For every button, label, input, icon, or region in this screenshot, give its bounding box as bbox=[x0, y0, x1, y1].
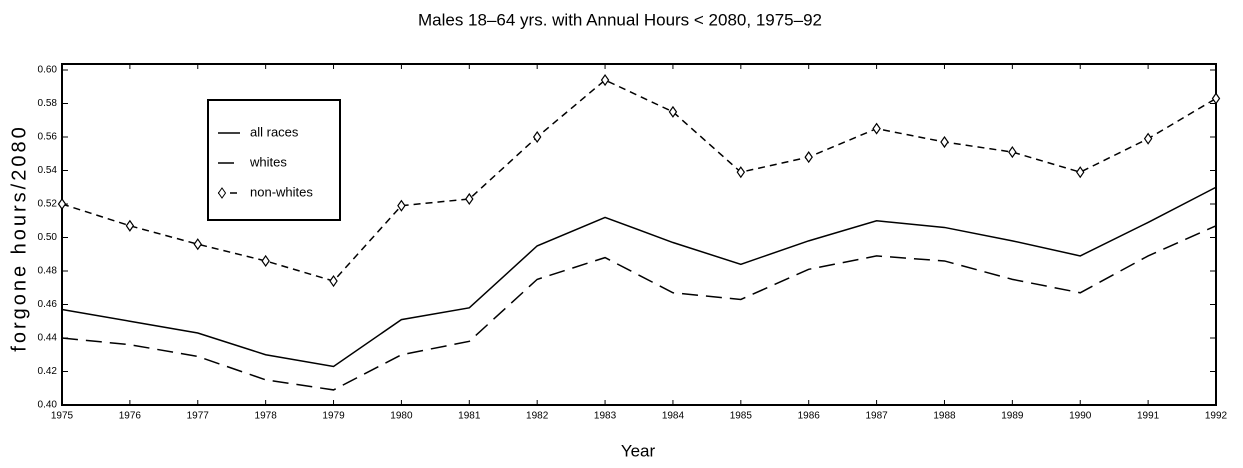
y-tick-label: 0.52 bbox=[38, 199, 58, 210]
x-tick-label: 1982 bbox=[526, 411, 549, 422]
x-tick-label: 1979 bbox=[322, 411, 345, 422]
y-tick-label: 0.46 bbox=[38, 299, 58, 310]
x-tick-label: 1991 bbox=[1137, 411, 1160, 422]
legend-label: all races bbox=[250, 124, 299, 139]
x-tick-label: 1989 bbox=[1001, 411, 1024, 422]
point-marker bbox=[397, 199, 406, 212]
y-tick-label: 0.44 bbox=[38, 333, 58, 344]
point-marker bbox=[1076, 166, 1085, 179]
y-tick-label: 0.40 bbox=[38, 400, 58, 411]
x-tick-label: 1984 bbox=[662, 411, 685, 422]
x-axis-label: Year bbox=[621, 441, 656, 460]
point-marker bbox=[57, 197, 67, 211]
point-marker bbox=[804, 151, 813, 164]
point-marker bbox=[261, 254, 270, 267]
y-axis-label: forgone hours/2080 bbox=[8, 124, 30, 351]
legend: all races whites non-whites bbox=[207, 99, 341, 221]
point-marker bbox=[668, 105, 678, 118]
point-marker bbox=[193, 238, 202, 251]
point-marker bbox=[125, 219, 135, 232]
point-marker bbox=[940, 135, 949, 149]
point-marker bbox=[600, 74, 610, 87]
point-marker bbox=[1143, 132, 1153, 145]
point-marker bbox=[736, 166, 746, 179]
x-tick-label: 1980 bbox=[390, 411, 413, 422]
x-tick-label: 1988 bbox=[933, 411, 956, 422]
y-tick-label: 0.50 bbox=[38, 232, 58, 243]
y-tick-label: 0.56 bbox=[38, 132, 58, 143]
point-marker bbox=[1008, 146, 1017, 159]
y-tick-label: 0.48 bbox=[38, 266, 58, 277]
x-tick-label: 1976 bbox=[119, 411, 142, 422]
legend-box bbox=[207, 99, 341, 221]
x-tick-label: 1986 bbox=[798, 411, 821, 422]
point-marker bbox=[465, 192, 474, 206]
y-tick-label: 0.42 bbox=[38, 366, 58, 377]
legend-label: non-whites bbox=[250, 184, 313, 199]
x-tick-label: 1983 bbox=[594, 411, 617, 422]
x-tick-label: 1990 bbox=[1069, 411, 1092, 422]
point-marker bbox=[532, 130, 542, 144]
x-tick-label: 1975 bbox=[51, 411, 74, 422]
x-tick-label: 1992 bbox=[1205, 411, 1228, 422]
x-tick-label: 1977 bbox=[187, 411, 210, 422]
point-marker bbox=[872, 122, 881, 135]
point-marker bbox=[1211, 92, 1221, 105]
y-tick-label: 0.60 bbox=[38, 65, 58, 76]
series-line bbox=[61, 225, 1217, 391]
plot-frame bbox=[61, 63, 1217, 406]
x-tick-label: 1985 bbox=[730, 411, 753, 422]
x-tick-label: 1978 bbox=[255, 411, 278, 422]
chart-title: Males 18–64 yrs. with Annual Hours < 208… bbox=[418, 10, 822, 29]
legend-label: whites bbox=[249, 154, 287, 169]
y-tick-label: 0.54 bbox=[38, 165, 58, 176]
point-marker bbox=[329, 275, 338, 288]
legend-marker bbox=[217, 187, 227, 199]
x-tick-label: 1987 bbox=[865, 411, 888, 422]
series-line bbox=[61, 186, 1217, 368]
x-tick-label: 1981 bbox=[458, 411, 481, 422]
y-tick-label: 0.58 bbox=[38, 98, 58, 109]
